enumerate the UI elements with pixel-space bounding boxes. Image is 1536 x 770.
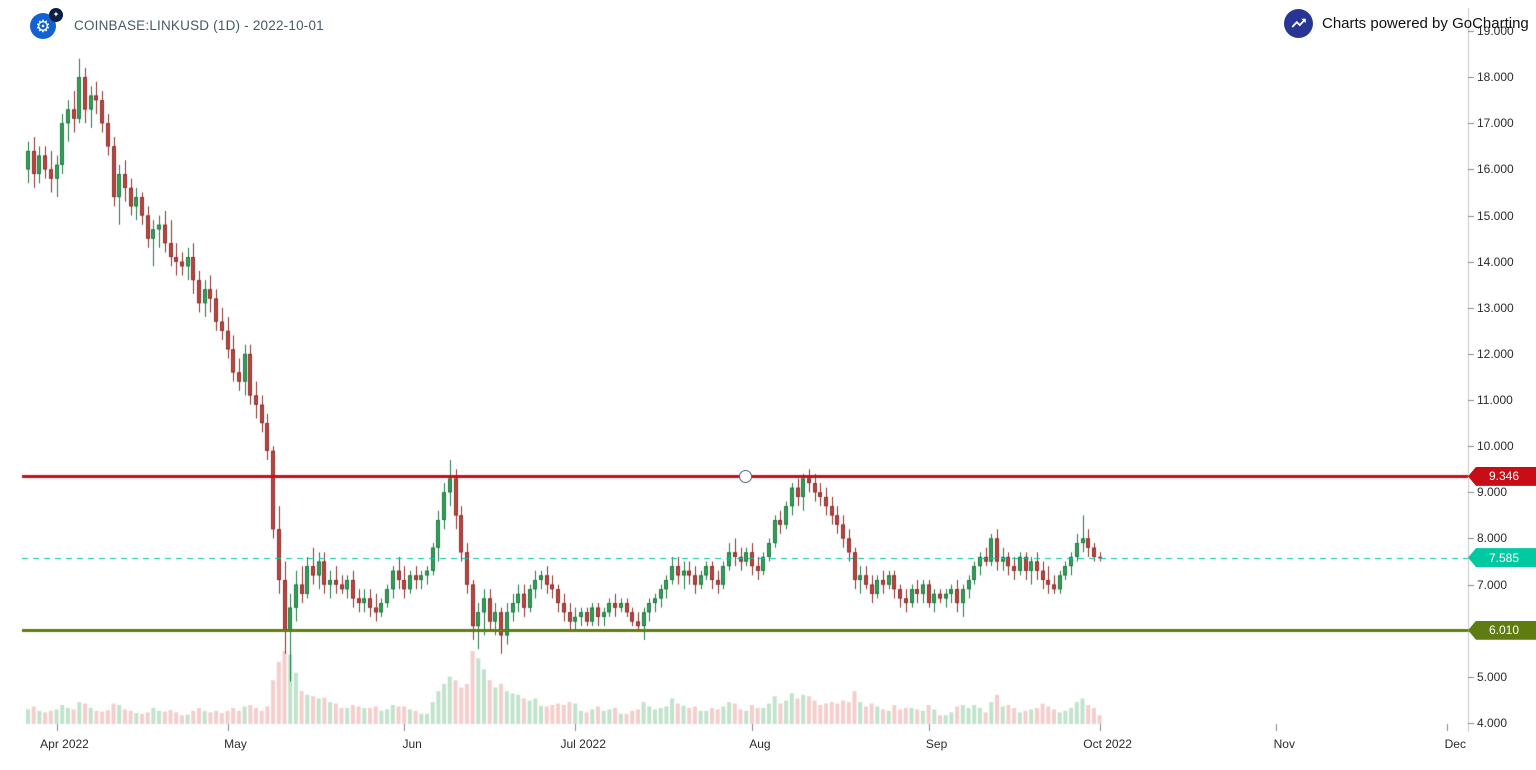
- y-axis-label: 5.000: [1477, 669, 1508, 684]
- x-axis-label: May: [224, 737, 247, 751]
- y-axis-label: 9.000: [1477, 485, 1508, 500]
- x-axis-label: Jul 2022: [560, 737, 606, 751]
- x-axis-label: Nov: [1273, 737, 1295, 751]
- price-line-label-last-price[interactable]: 7.585: [1468, 548, 1536, 568]
- y-axis-label: 4.000: [1477, 716, 1508, 730]
- powered-by[interactable]: Charts powered by GoCharting: [1284, 9, 1529, 38]
- x-axis-label: Aug: [749, 737, 771, 751]
- y-axis-label: 15.000: [1477, 208, 1514, 223]
- price-line-label-resistance[interactable]: 9.346: [1468, 466, 1536, 486]
- y-axis-label: 11.000: [1477, 393, 1513, 408]
- x-axis-label: Jun: [402, 737, 422, 751]
- y-axis-label: 17.000: [1477, 116, 1514, 131]
- y-axis-label: 19.000: [1477, 24, 1514, 38]
- y-axis-label: 10.000: [1477, 439, 1514, 454]
- y-axis-label: 18.000: [1477, 70, 1514, 85]
- y-axis-label: 8.000: [1477, 531, 1508, 546]
- y-axis-label: 14.000: [1477, 254, 1514, 269]
- y-axis-label: 12.000: [1477, 346, 1514, 361]
- y-axis-label: 16.000: [1477, 162, 1514, 177]
- y-axis-label: 7.000: [1477, 577, 1508, 592]
- line-drag-handle[interactable]: [738, 469, 752, 483]
- symbol-title: COINBASE:LINKUSD (1D) - 2022-10-01: [74, 17, 324, 33]
- x-axis-label: Sep: [925, 737, 948, 751]
- y-axis-label: 13.000: [1477, 300, 1514, 315]
- gocharting-logo-icon[interactable]: ⚙ ✦: [30, 8, 63, 40]
- price-line-label-support[interactable]: 6.010: [1468, 620, 1536, 640]
- x-axis-label: Oct 2022: [1083, 737, 1132, 751]
- x-axis-label: Apr 2022: [40, 737, 89, 751]
- trending-up-icon: [1284, 9, 1313, 38]
- powered-by-text: Charts powered by GoCharting: [1322, 15, 1529, 32]
- x-axis-label: Dec: [1444, 737, 1466, 751]
- sparkle-badge-icon: ✦: [49, 8, 63, 22]
- chart-header: ⚙ ✦ COINBASE:LINKUSD (1D) - 2022-10-01: [30, 8, 324, 40]
